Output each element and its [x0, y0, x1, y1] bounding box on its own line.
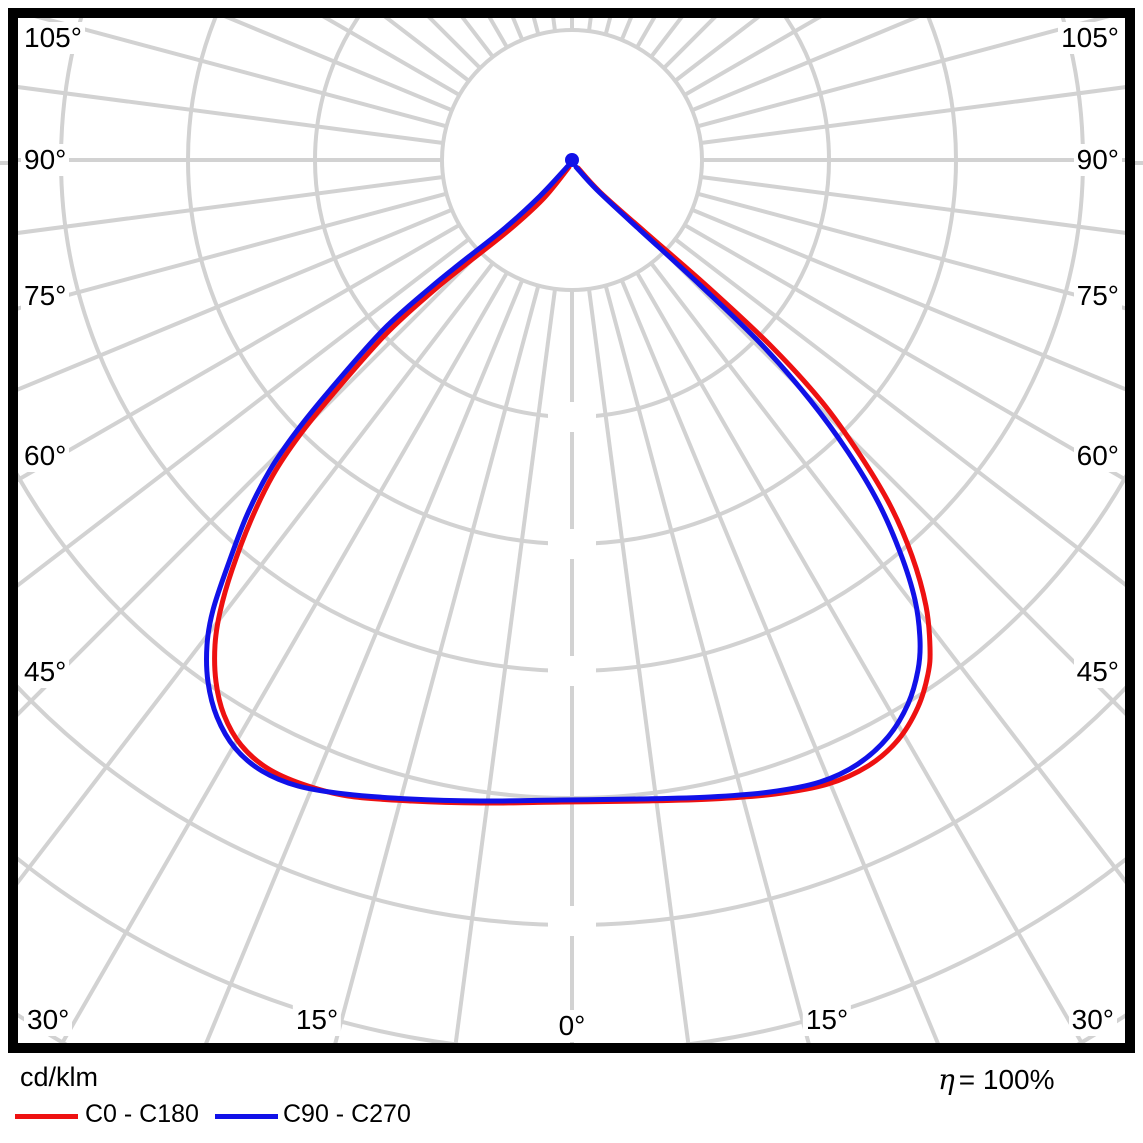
angle-label-left-30: 30° [24, 1004, 73, 1036]
grid-spoke [619, 279, 940, 1043]
legend-label-c90-c270: C90 - C270 [283, 1100, 411, 1128]
grid-spoke [700, 174, 1125, 235]
grid-spoke [18, 191, 447, 311]
angle-label-left-90: 90° [21, 144, 70, 176]
angle-label-right-60: 60° [1073, 440, 1122, 472]
grid-spoke [697, 18, 1110, 129]
radial-unit-label: cd/klm [20, 1062, 99, 1092]
angle-label-right-75: 75° [1073, 280, 1122, 312]
grid-spoke [18, 223, 461, 483]
grid-spoke [586, 288, 691, 1043]
grid-spoke [18, 261, 495, 886]
angle-label-left-60: 60° [21, 440, 70, 472]
angle-label-left-75: 75° [21, 280, 70, 312]
grid-spoke [18, 237, 471, 588]
grid-spoke [204, 279, 525, 1043]
light-output-ratio: η = 100% [938, 1063, 1055, 1096]
grid-spoke [697, 191, 1125, 311]
grid-spoke [603, 285, 811, 1043]
legend-label-c0-c180: C0 - C180 [85, 1100, 199, 1128]
grid-spoke [700, 85, 1125, 146]
grid-spoke [59, 271, 509, 1043]
radial-label-box [548, 402, 596, 432]
eta-value: = 100% [958, 1064, 1055, 1095]
angle-label-right-45: 45° [1073, 656, 1122, 688]
angle-label-bottom-15-right: 15° [802, 1004, 852, 1036]
grid-spoke [18, 207, 453, 392]
angle-label-left-105: 105° [21, 22, 85, 54]
angle-label-right-30: 30° [1068, 1004, 1117, 1036]
radial-label-box [548, 529, 596, 559]
angle-label-bottom-15-left: 15° [292, 1004, 342, 1036]
legend-swatch-c90-c270 [215, 1114, 278, 1119]
grid-spoke [691, 207, 1125, 392]
chart-frame [8, 8, 1135, 1053]
radial-label-box [548, 906, 596, 936]
angle-label-bottom-0: 0° [555, 1010, 589, 1042]
grid-spoke [333, 285, 541, 1043]
grid-spoke [635, 271, 1085, 1043]
grid-spoke [34, 18, 447, 129]
eta-symbol: η [938, 1063, 955, 1096]
grid-spoke [18, 174, 444, 235]
radial-label-box [548, 656, 596, 686]
angle-label-left-45: 45° [21, 656, 70, 688]
grid-spoke [453, 288, 558, 1043]
grid-spoke [662, 250, 1125, 716]
angle-label-right-105: 105° [1058, 22, 1122, 54]
grid-spoke [18, 85, 444, 146]
center-dot [565, 153, 579, 167]
grid-spoke [649, 261, 1125, 884]
grid-spoke [223, 18, 453, 113]
legend-swatch-c0-c180 [15, 1114, 78, 1119]
grid-spoke [691, 18, 921, 113]
grid-spoke [673, 237, 1125, 587]
angle-label-right-90: 90° [1073, 144, 1122, 176]
curve-c90-c270 [204, 163, 923, 804]
grid-spoke [683, 223, 1125, 482]
